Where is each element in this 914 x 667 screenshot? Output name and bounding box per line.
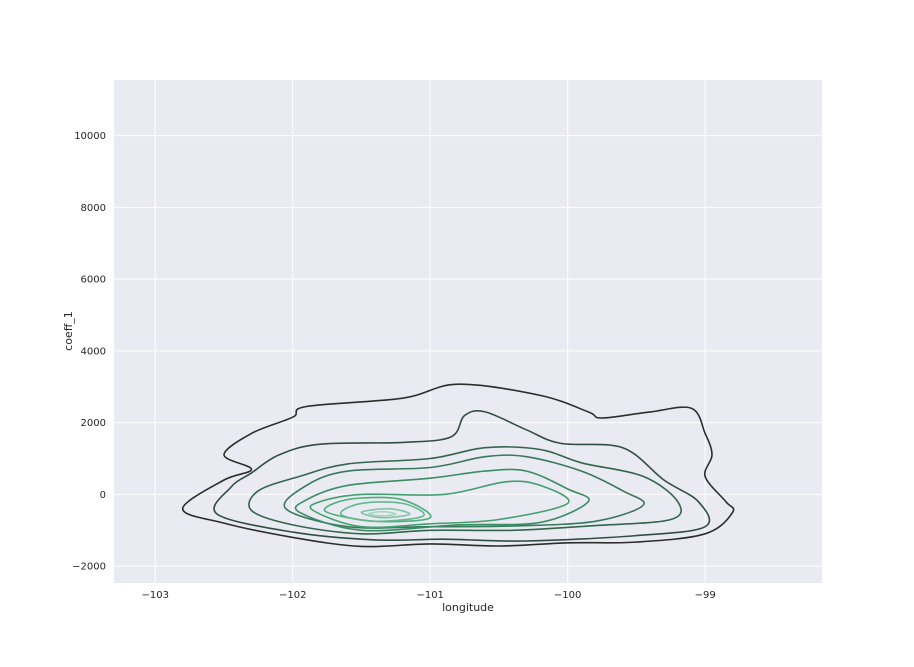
contour-level-8 [339,501,425,523]
y-tick-label: 4000 [81,346,106,357]
y-tick-label: 6000 [81,275,106,286]
x-tick-label: −102 [279,590,306,601]
contour-lines [181,383,735,548]
contour-level-2 [213,410,711,542]
grid-lines [114,80,822,583]
x-axis-label: longitude [442,601,494,614]
y-tick-label: 8000 [81,203,106,214]
contour-level-6 [309,480,570,529]
y-tick-labels: −2000 0 2000 4000 6000 8000 10000 [72,131,106,573]
x-tick-label: −101 [416,590,443,601]
contour-level-1 [181,383,735,548]
x-tick-labels: −103 −102 −101 −100 −99 [142,590,716,601]
x-tick-label: −100 [554,590,581,601]
y-tick-label: 0 [100,490,106,501]
y-tick-label: 10000 [74,131,106,142]
y-axis-label: coeff_1 [62,311,75,351]
y-tick-label: −2000 [72,562,106,573]
plot-background [114,80,822,583]
contour-level-10 [367,510,397,517]
contour-level-9 [360,507,411,519]
contour-level-3 [248,446,682,535]
contour-level-5 [294,468,590,532]
x-tick-label: −103 [142,590,169,601]
x-tick-label: −99 [695,590,716,601]
y-tick-label: 2000 [81,418,106,429]
